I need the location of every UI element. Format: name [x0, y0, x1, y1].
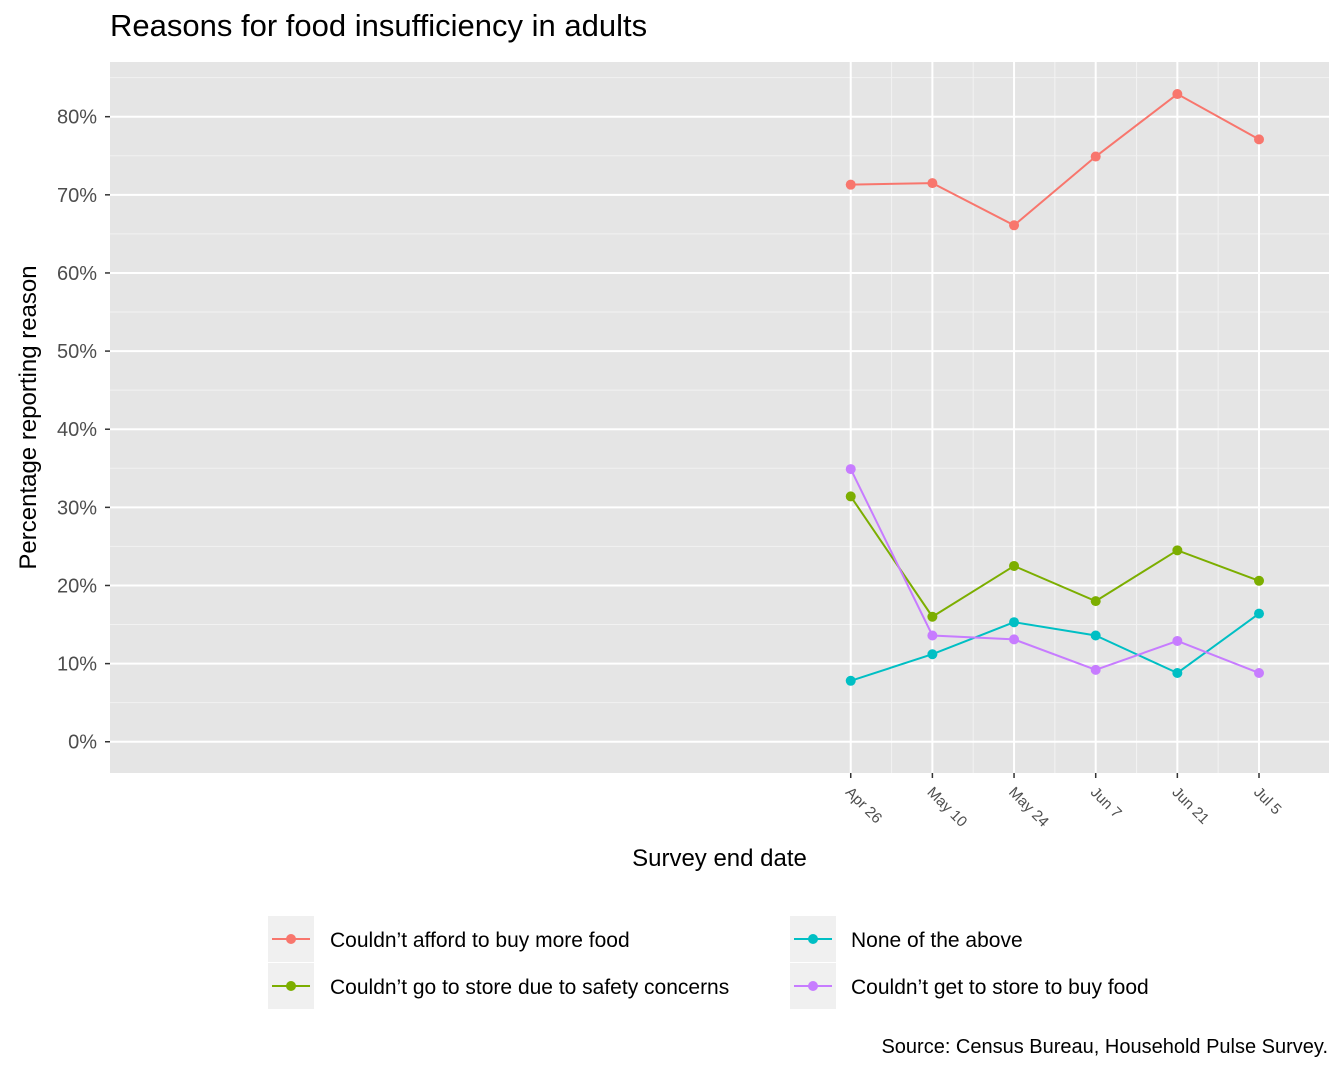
data-point — [1009, 634, 1020, 645]
data-point — [1090, 664, 1101, 675]
y-tick-label: 30% — [57, 497, 97, 519]
y-tick-label: 80% — [57, 107, 97, 129]
data-point — [1254, 667, 1265, 678]
data-point — [1172, 667, 1183, 678]
legend-point — [286, 934, 296, 944]
plot-panel — [110, 62, 1329, 773]
data-point — [845, 675, 856, 686]
legend-key-safety — [268, 963, 314, 1009]
series-3 — [845, 464, 1265, 678]
data-point — [1009, 617, 1020, 628]
data-point — [845, 464, 856, 475]
data-point — [1254, 134, 1265, 145]
legend-point — [808, 981, 818, 991]
legend-label-afford: Couldn’t afford to buy more food — [330, 929, 630, 952]
series-0 — [845, 89, 1265, 231]
data-point — [1009, 560, 1020, 571]
legend: Couldn’t afford to buy more food Couldn’… — [268, 916, 1231, 1010]
y-tick-label: 60% — [57, 263, 97, 285]
legend-label-none: None of the above — [851, 929, 1023, 952]
x-tick-label: May 24 — [1005, 784, 1052, 831]
x-tick-label: Jun 7 — [1087, 784, 1125, 822]
data-point — [1090, 151, 1101, 162]
series-1 — [845, 491, 1265, 622]
x-tick-label: Apr 26 — [842, 784, 885, 827]
data-point — [927, 649, 938, 660]
x-axis-title: Survey end date — [632, 845, 807, 872]
series-line — [850, 92, 1260, 227]
data-point — [927, 611, 938, 622]
legend-label-get-to-store: Couldn’t get to store to buy food — [851, 976, 1149, 999]
data-point — [927, 178, 938, 189]
data-point — [927, 630, 938, 641]
source-caption: Source: Census Bureau, Household Pulse S… — [881, 1036, 1328, 1058]
x-axis: Apr 26 May 10 May 24 Jun 7 Jun 21 Jul 5 — [842, 773, 1285, 831]
y-tick-label: 0% — [68, 732, 97, 754]
data-point — [845, 491, 856, 502]
data-point — [1172, 89, 1183, 100]
data-point — [1090, 596, 1101, 607]
x-tick-label: Jun 21 — [1169, 784, 1213, 828]
series-line — [849, 495, 1260, 619]
legend-key-get-to-store — [790, 963, 836, 1009]
legend-point — [286, 981, 296, 991]
series-2 — [845, 608, 1265, 686]
chart-title: Reasons for food insufficiency in adults — [110, 8, 648, 43]
y-tick-label: 50% — [57, 341, 97, 363]
y-tick-label: 10% — [57, 654, 97, 676]
minor-gridlines — [110, 62, 1329, 773]
y-tick-label: 20% — [57, 575, 97, 597]
y-axis-title: Percentage reporting reason — [15, 265, 42, 569]
legend-label-safety: Couldn’t go to store due to safety conce… — [330, 976, 730, 999]
data-point — [1254, 575, 1265, 586]
y-tick-label: 70% — [57, 185, 97, 207]
series-line — [850, 612, 1260, 682]
data-point — [1090, 630, 1101, 641]
data-point — [1254, 608, 1265, 619]
data-point — [1172, 635, 1183, 646]
y-tick-label: 40% — [57, 419, 97, 441]
legend-key-afford — [268, 916, 314, 962]
series-layer — [845, 89, 1265, 686]
series-line — [849, 468, 1260, 674]
data-point — [1009, 220, 1020, 231]
x-tick-label: May 10 — [924, 784, 971, 831]
data-point — [1172, 545, 1183, 556]
x-tick-label: Jul 5 — [1250, 784, 1284, 818]
data-point — [845, 179, 856, 190]
legend-key-none — [790, 916, 836, 962]
legend-point — [808, 934, 818, 944]
y-axis: 0% 10% 20% 30% 40% 50% 60% 70% 80% — [57, 107, 110, 754]
